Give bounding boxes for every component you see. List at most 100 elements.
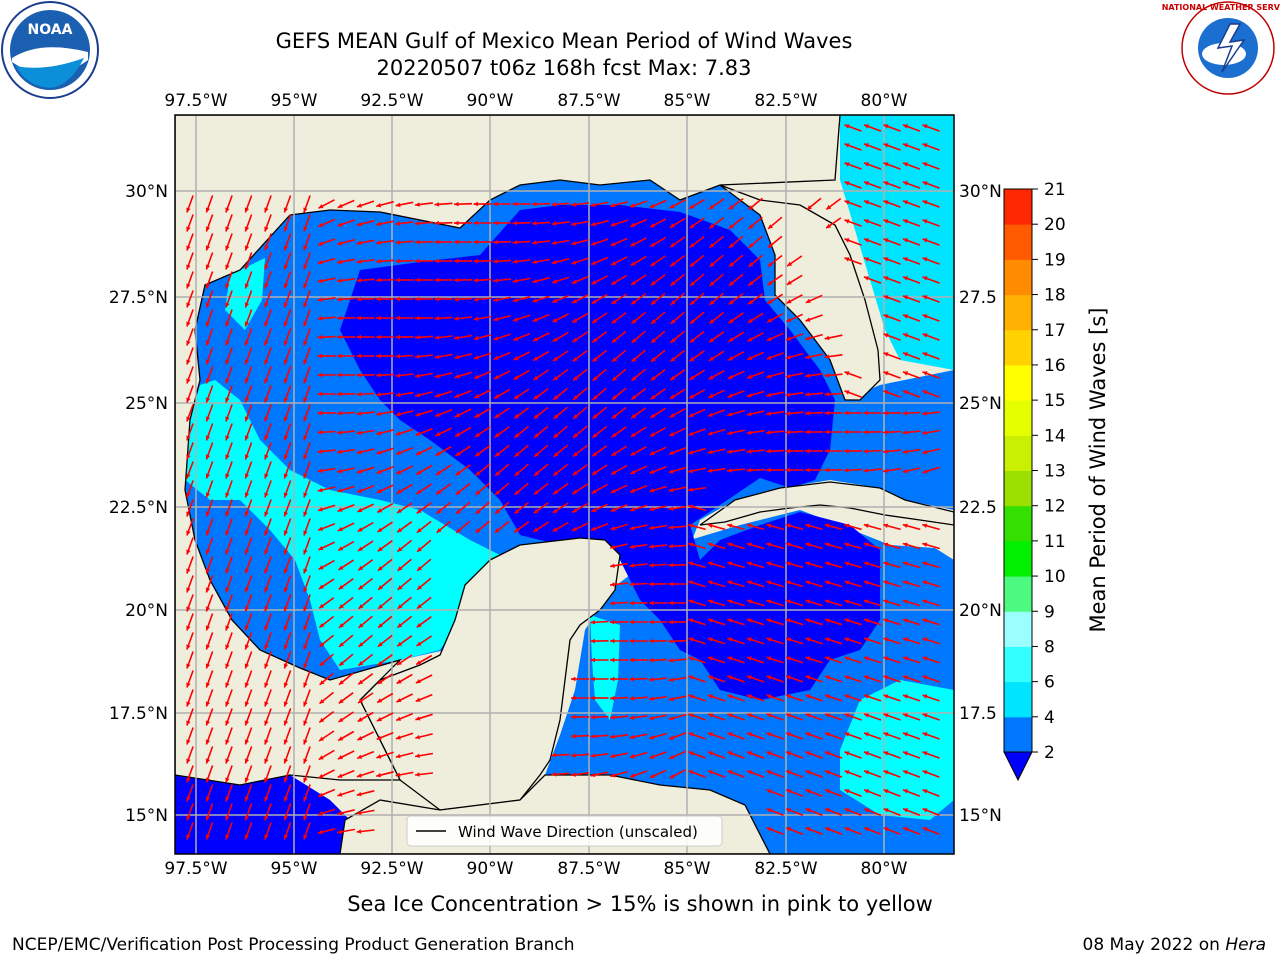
wind-arrow-head bbox=[225, 226, 230, 232]
wind-arrow-head bbox=[533, 490, 539, 495]
wind-arrow-head bbox=[746, 580, 752, 585]
wind-arrow-head bbox=[805, 618, 811, 623]
wind-arrow-head bbox=[283, 492, 289, 498]
wind-arrow-head bbox=[611, 451, 617, 456]
wind-arrow-head bbox=[651, 338, 656, 343]
wind-arrow-head bbox=[356, 392, 362, 397]
wind-arrow-head bbox=[225, 663, 230, 669]
wind-arrow-head bbox=[337, 297, 342, 302]
wind-arrow-head bbox=[434, 277, 439, 283]
wind-arrow-head bbox=[397, 623, 403, 628]
wind-arrow-head bbox=[415, 392, 421, 398]
wind-arrow-head bbox=[786, 827, 792, 832]
wind-arrow-head bbox=[572, 489, 578, 494]
wind-arrow-head bbox=[824, 448, 829, 454]
wind-arrow-head bbox=[903, 295, 908, 300]
wind-arrow-head bbox=[805, 694, 811, 699]
wind-arrow-head bbox=[205, 454, 211, 460]
wind-arrow-head bbox=[551, 221, 557, 226]
wind-arrow-head bbox=[826, 223, 832, 229]
wind-arrow-head bbox=[283, 758, 289, 764]
wind-arrow-head bbox=[611, 470, 617, 475]
wind-arrow-head bbox=[844, 200, 850, 205]
wind-arrow-head bbox=[883, 713, 889, 718]
wind-arrow-head bbox=[493, 355, 499, 360]
wind-arrow-head bbox=[319, 661, 325, 666]
wind-arrow-head bbox=[532, 278, 538, 284]
wind-arrow-head bbox=[337, 792, 343, 797]
wind-arrow-head bbox=[864, 257, 869, 262]
wind-arrow-head bbox=[805, 523, 811, 528]
wind-arrow-head bbox=[244, 644, 250, 650]
colorbar-tick-label: 2 bbox=[1044, 743, 1055, 763]
wind-arrow-head bbox=[415, 753, 420, 758]
wind-arrow-head bbox=[922, 713, 928, 718]
wind-arrow-head bbox=[571, 526, 577, 531]
wind-arrow-head bbox=[786, 713, 791, 718]
wind-arrow-head bbox=[473, 316, 479, 321]
wind-arrow-head bbox=[864, 675, 869, 680]
wind-arrow-head bbox=[186, 397, 191, 403]
wind-arrow-head bbox=[186, 777, 191, 783]
wind-arrow-head bbox=[434, 239, 439, 245]
wind-arrow-head bbox=[205, 321, 211, 327]
wind-arrow-head bbox=[283, 302, 289, 308]
lat-label: 30°N bbox=[959, 182, 1002, 202]
wind-arrow-head bbox=[844, 257, 850, 262]
wind-arrow-head bbox=[651, 357, 656, 362]
wind-arrow-head bbox=[264, 530, 269, 536]
wind-arrow-head bbox=[264, 606, 269, 612]
wind-arrow-head bbox=[883, 580, 889, 585]
wind-arrow-head bbox=[631, 338, 637, 343]
wind-arrow-head bbox=[824, 599, 830, 604]
wind-arrow-head bbox=[903, 751, 908, 756]
wind-arrow-head bbox=[864, 789, 870, 794]
lat-labels-right: 30°N 27.5 25°N 22.5 20°N 17.5 15°N bbox=[959, 182, 1002, 826]
wind-arrow-head bbox=[592, 451, 598, 457]
wind-arrow-head bbox=[844, 542, 850, 547]
credit-text: NCEP/EMC/Verification Post Processing Pr… bbox=[12, 935, 575, 955]
wind-arrow-head bbox=[573, 376, 578, 381]
wind-arrow-head bbox=[553, 395, 559, 400]
wind-arrow-head bbox=[824, 618, 830, 623]
wind-arrow-head bbox=[337, 334, 342, 340]
wind-arrow-head bbox=[688, 732, 694, 737]
wind-arrow-head bbox=[337, 488, 343, 493]
wind-arrow-head bbox=[922, 808, 928, 813]
wind-arrow-head bbox=[727, 675, 733, 680]
wind-arrow-head bbox=[610, 601, 615, 606]
wind-arrow-head bbox=[435, 431, 441, 436]
wind-arrow-head bbox=[612, 395, 617, 400]
wind-arrow-head bbox=[244, 815, 250, 821]
wind-arrow-head bbox=[629, 715, 635, 720]
wind-arrow-head bbox=[668, 658, 674, 663]
wind-arrow-head bbox=[668, 487, 674, 493]
wind-arrow-head bbox=[264, 378, 269, 384]
wind-arrow-head bbox=[186, 549, 191, 555]
wind-arrow-head bbox=[319, 717, 325, 723]
wind-arrow-head bbox=[397, 508, 402, 513]
wind-arrow-head bbox=[786, 770, 791, 775]
atlantic-water bbox=[840, 115, 954, 370]
lat-label: 27.5°N bbox=[109, 288, 168, 308]
wind-arrow-head bbox=[844, 618, 850, 623]
wind-arrow-head bbox=[357, 754, 363, 759]
wind-arrow-head bbox=[903, 732, 908, 737]
wind-arrow-head bbox=[376, 488, 382, 493]
wind-arrow-head bbox=[611, 299, 617, 304]
wind-arrow-head bbox=[572, 318, 578, 323]
wind-arrow-head bbox=[844, 468, 849, 473]
wind-arrow-head bbox=[225, 644, 230, 650]
wind-arrow-head bbox=[902, 523, 908, 528]
wind-arrow-head bbox=[844, 580, 850, 585]
wind-arrow-head bbox=[395, 735, 401, 740]
wind-arrow-head bbox=[766, 580, 772, 585]
wind-arrow-head bbox=[205, 815, 211, 821]
wind-arrow-head bbox=[225, 340, 230, 346]
wind-arrow-head bbox=[303, 378, 308, 384]
wind-arrow-head bbox=[825, 656, 830, 661]
wind-arrow-head bbox=[186, 625, 191, 631]
wind-arrow-head bbox=[611, 414, 617, 419]
wind-arrow-head bbox=[317, 487, 323, 493]
wind-arrow-head bbox=[318, 792, 324, 797]
